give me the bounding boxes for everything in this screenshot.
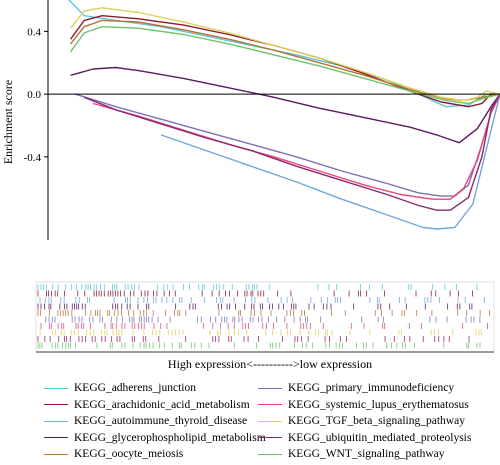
legend-item-kegg-tgf-beta-signaling-pathway: KEGG_TGF_beta_signaling_pathway [258,413,465,429]
legend-item-kegg-ubiquitin-mediated-proteolysis: KEGG_ubiquitin_mediated_proteolysis [258,430,471,446]
legend-item-kegg-adherens-junction: KEGG_adherens_junction [44,380,196,396]
legend-swatch [258,437,282,438]
series-line-kegg-tgf-beta-signaling-pathway [70,7,500,102]
hit-rug-plot [35,281,495,353]
rug-row-kegg-wnt-signaling-pathway [37,342,481,349]
rug-row-kegg-systemic-lupus-erythematosus [40,323,488,329]
series-line-kegg-systemic-lupus-erythematosus [93,93,500,200]
enrichment-lines [68,0,500,230]
legend-swatch [258,404,282,405]
legend-label: KEGG_TGF_beta_signaling_pathway [288,415,465,427]
legend-swatch [44,387,68,389]
rug-row-kegg-tgf-beta-signaling-pathway [39,329,482,336]
legend-label: KEGG_primary_immunodeficiency [288,382,455,394]
y-tick-label: 0.0 [27,89,41,101]
legend-swatch [258,453,282,455]
legend-swatch [44,453,68,455]
legend-label: KEGG_autoimmune_thyroid_disease [74,415,248,427]
legend-item-kegg-oocyte-meiosis: KEGG_oocyte_meiosis [44,446,183,462]
series-line-kegg-wnt-signaling-pathway [70,26,500,105]
y-axis-label: Enrichment score [1,80,15,164]
legend-label: KEGG_adherens_junction [74,382,196,394]
series-line-kegg-arachidonic-acid-metabolism [70,15,500,108]
legend-item-kegg-glycerophospholipid-metabolism: KEGG_glycerophospholipid_metabolism [44,430,266,446]
rug-row-kegg-primary-immunodeficiency [45,316,481,323]
rug-row-kegg-autoimmune-thyroid-disease [39,297,485,303]
series-line-kegg-ubiquitin-mediated-proteolysis [83,93,500,211]
series-line-kegg-oocyte-meiosis [70,19,500,102]
y-tick-label: 0.4 [27,26,41,38]
legend-label: KEGG_systemic_lupus_erythematosus [288,398,469,411]
series-line-kegg-glycerophospholipid-metabolism [70,66,500,144]
legend-swatch [44,420,68,422]
rug-row-kegg-ubiquitin-mediated-proteolysis [37,336,470,342]
legend-swatch [44,404,68,405]
gsea-enrichment-chart: 0.4 0.0 -0.4 Enrichment score High express… [1,0,500,371]
legend-item-kegg-systemic-lupus-erythematosus: KEGG_systemic_lupus_erythematosus [258,397,469,413]
legend: KEGG_adherens_junction KEGG_arachidonic_a… [0,378,500,463]
rug-row-kegg-arachidonic-acid-metabolism [37,290,473,297]
series-line-kegg-primary-immunodeficiency [74,93,500,197]
legend-swatch [258,387,282,389]
legend-label: KEGG_WNT_signaling_pathway [288,448,445,460]
rug-row-kegg-oocyte-meiosis [37,310,491,316]
axes: 0.4 0.0 -0.4 [24,0,500,240]
legend-label: KEGG_ubiquitin_mediated_proteolysis [288,431,472,444]
legend-swatch [258,420,282,422]
legend-item-kegg-primary-immunodeficiency: KEGG_primary_immunodeficiency [258,380,454,396]
legend-label: KEGG_oocyte_meiosis [74,448,184,460]
rug-row-kegg-adherens-junction [37,284,478,290]
legend-swatch [44,437,68,438]
legend-label: KEGG_glycerophospholipid_metabolism [74,431,266,444]
y-tick-label: -0.4 [24,152,42,164]
legend-item-kegg-autoimmune-thyroid-disease: KEGG_autoimmune_thyroid_disease [44,413,247,429]
series-line-kegg-autoimmune-thyroid-disease [160,93,500,230]
legend-label: KEGG_arachidonic_acid_metabolism [74,398,250,411]
legend-item-kegg-wnt-signaling-pathway: KEGG_WNT_signaling_pathway [258,446,445,462]
rug-row-kegg-glycerophospholipid-metabolism [37,303,473,310]
x-axis-label: High expression<---------->low expressio… [168,357,372,371]
legend-item-kegg-arachidonic-acid-metabolism: KEGG_arachidonic_acid_metabolism [44,397,250,413]
